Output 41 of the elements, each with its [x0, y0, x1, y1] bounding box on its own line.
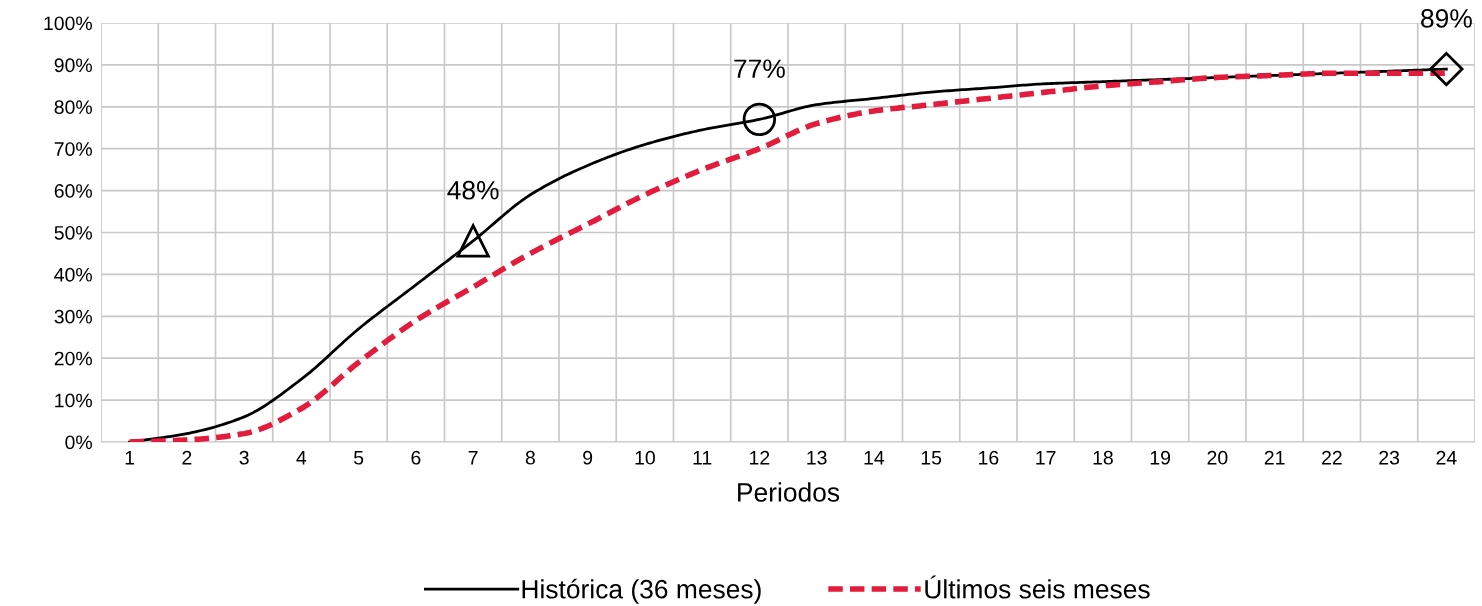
legend-label: Histórica (36 meses): [522, 578, 761, 604]
x-axis-title: Periodos: [738, 482, 840, 502]
y-tick-label: 40%: [54, 267, 92, 282]
x-tick-label: 7: [468, 451, 478, 465]
x-tick-label: 5: [354, 451, 364, 465]
x-tick-label: 11: [693, 451, 712, 465]
x-tick-label: 8: [525, 450, 535, 465]
x-tick-label: 24: [1436, 450, 1457, 465]
x-tick-label: 1: [125, 451, 135, 465]
y-tick-label: 70%: [54, 142, 92, 156]
y-tick-label: 30%: [54, 309, 92, 324]
x-tick-label: 22: [1322, 450, 1342, 465]
x-tick-label: 20: [1207, 450, 1228, 465]
x-tick-label: 2: [182, 450, 192, 465]
x-tick-label: 18: [1093, 450, 1113, 465]
y-tick-label: 90%: [54, 58, 92, 73]
data-label: 77%: [734, 59, 785, 78]
y-tick-label: 10%: [55, 393, 92, 408]
x-tick-label: 15: [921, 451, 942, 465]
data-label: 89%: [1421, 9, 1472, 28]
x-tick-label: 13: [807, 450, 827, 465]
y-tick-label: 20%: [54, 351, 92, 366]
x-tick-label: 17: [1036, 451, 1056, 465]
legend-label: Últimos seis meses: [925, 575, 1150, 599]
x-tick-label: 9: [583, 450, 593, 465]
x-tick-label: 14: [864, 451, 885, 465]
y-tick-label: 50%: [54, 225, 92, 240]
x-tick-label: 19: [1150, 450, 1171, 465]
x-tick-label: 12: [750, 450, 770, 465]
x-tick-label: 16: [979, 450, 999, 465]
x-tick-label: 23: [1379, 450, 1400, 465]
x-tick-label: 10: [635, 450, 655, 465]
y-tick-label: 0%: [65, 435, 92, 450]
y-tick-label: 80%: [54, 100, 92, 115]
y-tick-label: 60%: [54, 184, 92, 198]
y-tick-label: 100%: [44, 16, 92, 31]
x-tick-label: 3: [239, 450, 249, 465]
x-tick-label: 4: [296, 451, 307, 465]
x-tick-label: 21: [1264, 450, 1285, 465]
data-label: 48%: [447, 180, 499, 200]
x-tick-label: 6: [411, 450, 421, 465]
